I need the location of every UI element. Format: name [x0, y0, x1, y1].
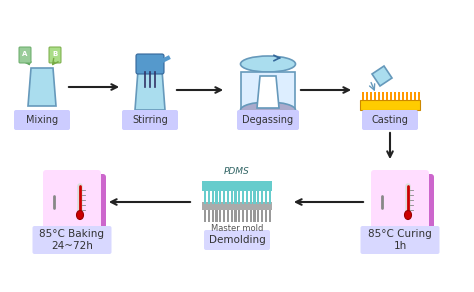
Polygon shape: [378, 92, 380, 100]
Bar: [257, 191, 259, 204]
FancyBboxPatch shape: [202, 181, 272, 191]
Text: Stirring: Stirring: [132, 115, 168, 125]
Bar: [269, 210, 271, 222]
Polygon shape: [372, 66, 392, 86]
Bar: [208, 191, 210, 204]
Bar: [254, 210, 255, 222]
FancyBboxPatch shape: [14, 110, 70, 130]
Bar: [242, 191, 244, 204]
Bar: [250, 210, 252, 222]
Bar: [246, 191, 248, 204]
FancyBboxPatch shape: [49, 47, 61, 63]
Polygon shape: [374, 92, 376, 100]
Bar: [227, 191, 229, 204]
FancyBboxPatch shape: [19, 47, 31, 63]
Polygon shape: [382, 92, 384, 100]
Text: A: A: [22, 51, 27, 57]
Bar: [261, 191, 263, 204]
Bar: [250, 191, 252, 204]
Bar: [204, 210, 206, 222]
Polygon shape: [386, 92, 388, 100]
Text: Casting: Casting: [372, 115, 409, 125]
Polygon shape: [362, 92, 364, 100]
FancyBboxPatch shape: [237, 110, 299, 130]
Bar: [261, 210, 263, 222]
Polygon shape: [398, 92, 400, 100]
Text: 85°C Baking
24~72h: 85°C Baking 24~72h: [39, 229, 104, 251]
Bar: [223, 210, 225, 222]
Bar: [219, 191, 221, 204]
FancyBboxPatch shape: [43, 170, 101, 234]
Bar: [230, 210, 233, 222]
Text: Mixing: Mixing: [26, 115, 58, 125]
Bar: [257, 210, 259, 222]
FancyBboxPatch shape: [48, 174, 106, 238]
Polygon shape: [394, 92, 396, 100]
Bar: [208, 210, 210, 222]
Text: Degassing: Degassing: [242, 115, 293, 125]
Polygon shape: [418, 92, 420, 100]
FancyBboxPatch shape: [362, 110, 418, 130]
Bar: [235, 191, 237, 204]
Polygon shape: [390, 92, 392, 100]
Bar: [215, 191, 218, 204]
Text: B: B: [52, 51, 58, 57]
Bar: [204, 191, 206, 204]
Ellipse shape: [240, 102, 295, 118]
Polygon shape: [406, 92, 408, 100]
Bar: [269, 191, 271, 204]
Bar: [254, 191, 255, 204]
Bar: [219, 210, 221, 222]
FancyBboxPatch shape: [371, 170, 429, 234]
FancyBboxPatch shape: [376, 174, 434, 238]
Bar: [265, 210, 267, 222]
FancyBboxPatch shape: [47, 228, 99, 238]
Bar: [230, 191, 233, 204]
Polygon shape: [135, 70, 165, 110]
Bar: [238, 191, 240, 204]
Text: Demolding: Demolding: [209, 235, 265, 245]
FancyBboxPatch shape: [122, 110, 178, 130]
Polygon shape: [402, 92, 404, 100]
Polygon shape: [360, 100, 420, 110]
Polygon shape: [28, 68, 56, 106]
Bar: [211, 210, 214, 222]
Bar: [238, 210, 240, 222]
Polygon shape: [414, 92, 416, 100]
FancyBboxPatch shape: [33, 226, 111, 254]
Ellipse shape: [404, 211, 411, 220]
Polygon shape: [366, 92, 368, 100]
Polygon shape: [241, 72, 295, 110]
FancyBboxPatch shape: [204, 230, 270, 250]
FancyBboxPatch shape: [202, 202, 272, 210]
Ellipse shape: [240, 56, 295, 72]
Bar: [211, 191, 214, 204]
Polygon shape: [410, 92, 412, 100]
Bar: [223, 191, 225, 204]
Text: PDMS: PDMS: [224, 167, 250, 176]
Bar: [215, 210, 218, 222]
Bar: [235, 210, 237, 222]
Bar: [246, 210, 248, 222]
Bar: [227, 210, 229, 222]
Bar: [265, 191, 267, 204]
Text: 85°C Curing
1h: 85°C Curing 1h: [368, 229, 432, 251]
FancyBboxPatch shape: [375, 228, 427, 238]
FancyBboxPatch shape: [361, 226, 439, 254]
Text: Master mold: Master mold: [211, 224, 263, 233]
Polygon shape: [370, 92, 372, 100]
Polygon shape: [257, 76, 279, 108]
FancyBboxPatch shape: [136, 54, 164, 74]
Bar: [242, 210, 244, 222]
Ellipse shape: [76, 211, 83, 220]
